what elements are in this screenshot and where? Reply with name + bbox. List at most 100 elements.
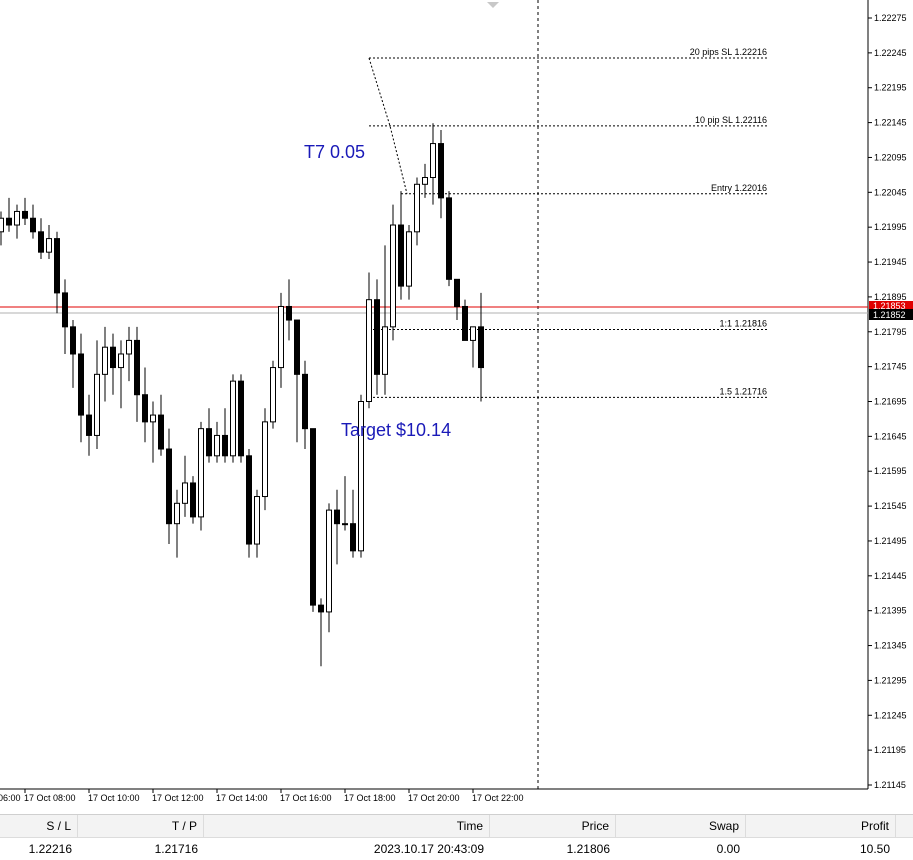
candle[interactable] bbox=[86, 394, 92, 456]
candle[interactable] bbox=[126, 326, 132, 382]
candle[interactable] bbox=[30, 204, 36, 239]
y-axis-label: 1.22095 bbox=[874, 152, 907, 162]
candle[interactable] bbox=[38, 218, 44, 259]
header-time[interactable]: Time bbox=[204, 815, 490, 837]
candle[interactable] bbox=[414, 177, 420, 246]
candle[interactable] bbox=[382, 245, 388, 395]
candle[interactable] bbox=[438, 129, 444, 219]
candle[interactable] bbox=[46, 225, 52, 259]
candle[interactable] bbox=[14, 204, 20, 239]
y-axis-label: 1.22045 bbox=[874, 187, 907, 197]
y-axis-label: 1.21145 bbox=[874, 780, 906, 790]
candle[interactable] bbox=[134, 326, 140, 422]
candle[interactable] bbox=[326, 503, 332, 633]
y-axis-label: 1.22275 bbox=[874, 13, 907, 23]
header-profit[interactable]: Profit bbox=[746, 815, 896, 837]
header-price[interactable]: Price bbox=[490, 815, 616, 837]
trade-table-header: S / L T / P Time Price Swap Profit bbox=[0, 815, 913, 838]
candle[interactable] bbox=[454, 278, 460, 321]
candle[interactable] bbox=[278, 292, 284, 388]
candle[interactable] bbox=[54, 231, 60, 314]
header-sl[interactable]: S / L bbox=[0, 815, 78, 837]
header-swap[interactable]: Swap bbox=[616, 815, 746, 837]
price-chart[interactable]: 20 pips SL 1.22216 10 pip SL 1.22116 Entry… bbox=[0, 0, 913, 808]
candle[interactable] bbox=[70, 320, 76, 388]
y-axis-label: 1.21795 bbox=[874, 327, 907, 337]
current-price-tag: 1.21852 bbox=[869, 309, 913, 320]
candle[interactable] bbox=[422, 163, 428, 198]
svg-text:1.21853: 1.21853 bbox=[873, 301, 906, 311]
candle[interactable] bbox=[78, 333, 84, 443]
y-axis-label: 1.21445 bbox=[874, 571, 907, 581]
chart-shift-marker[interactable] bbox=[487, 2, 499, 8]
y-axis-label: 1.22195 bbox=[874, 83, 907, 93]
x-axis-label: 17 Oct 12:00 bbox=[152, 793, 204, 803]
candle[interactable] bbox=[462, 299, 468, 341]
candle[interactable] bbox=[174, 489, 180, 558]
cell-sl: 1.22216 bbox=[28, 842, 72, 856]
trade-table[interactable]: S / L T / P Time Price Swap Profit 1.222… bbox=[0, 814, 913, 860]
y-axis-label: 1.21695 bbox=[874, 397, 907, 407]
candle[interactable] bbox=[294, 319, 300, 443]
candle[interactable] bbox=[246, 449, 252, 558]
y-axis-label: 1.22145 bbox=[874, 118, 907, 128]
candle[interactable] bbox=[398, 191, 404, 300]
candle[interactable] bbox=[342, 476, 348, 531]
x-axis-label: 17 Oct 22:00 bbox=[472, 793, 524, 803]
candle[interactable] bbox=[118, 340, 124, 409]
candle[interactable] bbox=[166, 428, 172, 545]
candle[interactable] bbox=[110, 333, 116, 395]
y-axis-label: 1.21945 bbox=[874, 257, 907, 267]
header-tp[interactable]: T / P bbox=[78, 815, 204, 837]
candle[interactable] bbox=[430, 123, 436, 205]
candle[interactable] bbox=[270, 360, 276, 429]
trade-level-label: 1:1 1.21816 bbox=[719, 319, 767, 329]
chart-canvas[interactable]: 20 pips SL 1.22216 10 pip SL 1.22116 Entry… bbox=[0, 0, 913, 808]
candle[interactable] bbox=[334, 489, 340, 565]
candle[interactable] bbox=[350, 489, 356, 558]
cell-price: 1.21806 bbox=[566, 842, 610, 856]
candle[interactable] bbox=[182, 455, 188, 517]
y-axis-label: 1.21295 bbox=[874, 675, 907, 685]
trend-line[interactable] bbox=[368, 57, 408, 194]
candle[interactable] bbox=[94, 340, 100, 450]
candle[interactable] bbox=[6, 197, 12, 232]
candle[interactable] bbox=[390, 204, 396, 341]
y-axis-label: 1.21495 bbox=[874, 536, 907, 546]
candle[interactable] bbox=[470, 326, 476, 368]
y-axis-label: 1.21545 bbox=[874, 501, 907, 511]
candle[interactable] bbox=[142, 367, 148, 443]
candle[interactable] bbox=[478, 292, 484, 402]
y-axis-label: 1.21895 bbox=[874, 292, 907, 302]
x-axis-label: 17 Oct 18:00 bbox=[344, 793, 396, 803]
table-row[interactable]: 1.22216 1.21716 2023.10.17 20:43:09 1.21… bbox=[0, 838, 913, 860]
candle[interactable] bbox=[366, 272, 372, 409]
candle[interactable] bbox=[286, 279, 292, 341]
candle[interactable] bbox=[302, 360, 308, 450]
candle[interactable] bbox=[374, 279, 380, 395]
candle[interactable] bbox=[0, 211, 4, 246]
candle[interactable] bbox=[446, 191, 452, 287]
candle[interactable] bbox=[238, 374, 244, 463]
candle[interactable] bbox=[150, 401, 156, 463]
candle[interactable] bbox=[230, 374, 236, 463]
candle[interactable] bbox=[262, 408, 268, 511]
candle[interactable] bbox=[310, 428, 316, 612]
candle[interactable] bbox=[222, 408, 228, 463]
candle[interactable] bbox=[102, 326, 108, 402]
y-axis-label: 1.21645 bbox=[874, 431, 907, 441]
candle[interactable] bbox=[198, 421, 204, 531]
candle[interactable] bbox=[406, 225, 412, 300]
candle[interactable] bbox=[318, 598, 324, 667]
lot-annotation[interactable]: T7 0.05 bbox=[304, 142, 365, 162]
candle[interactable] bbox=[254, 489, 260, 558]
candle[interactable] bbox=[358, 394, 364, 558]
candle[interactable] bbox=[22, 197, 28, 226]
candle[interactable] bbox=[62, 279, 68, 354]
target-annotation[interactable]: Target $10.14 bbox=[341, 420, 451, 440]
x-axis-label: 17 Oct 14:00 bbox=[216, 793, 268, 803]
candle[interactable] bbox=[158, 394, 164, 456]
candle[interactable] bbox=[190, 476, 196, 524]
candle[interactable] bbox=[214, 421, 220, 463]
candle[interactable] bbox=[206, 408, 212, 463]
